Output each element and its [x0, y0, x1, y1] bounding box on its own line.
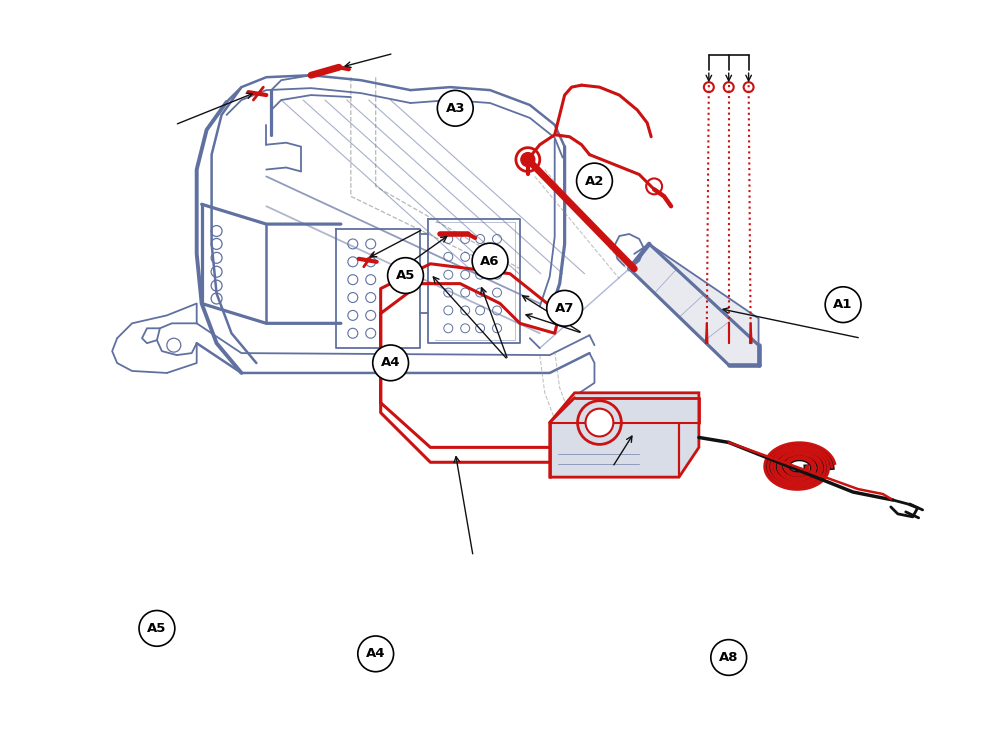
Circle shape [472, 243, 508, 279]
Circle shape [139, 611, 175, 647]
Text: A4: A4 [381, 356, 400, 369]
Polygon shape [550, 393, 699, 477]
Circle shape [825, 287, 861, 323]
Circle shape [437, 90, 473, 126]
Text: A4: A4 [366, 647, 385, 660]
Circle shape [547, 290, 583, 326]
Text: A2: A2 [585, 174, 604, 188]
Circle shape [521, 152, 535, 166]
Circle shape [577, 163, 612, 199]
Circle shape [373, 345, 409, 380]
Circle shape [711, 640, 747, 675]
Text: A5: A5 [147, 622, 167, 635]
Text: A1: A1 [833, 298, 853, 312]
Text: A8: A8 [719, 651, 738, 664]
Text: A6: A6 [480, 254, 500, 268]
Text: A7: A7 [555, 302, 574, 314]
Circle shape [358, 636, 394, 671]
Text: A3: A3 [446, 102, 465, 115]
Circle shape [586, 409, 613, 436]
Polygon shape [629, 244, 759, 365]
Text: A5: A5 [396, 269, 415, 282]
Circle shape [388, 258, 423, 293]
